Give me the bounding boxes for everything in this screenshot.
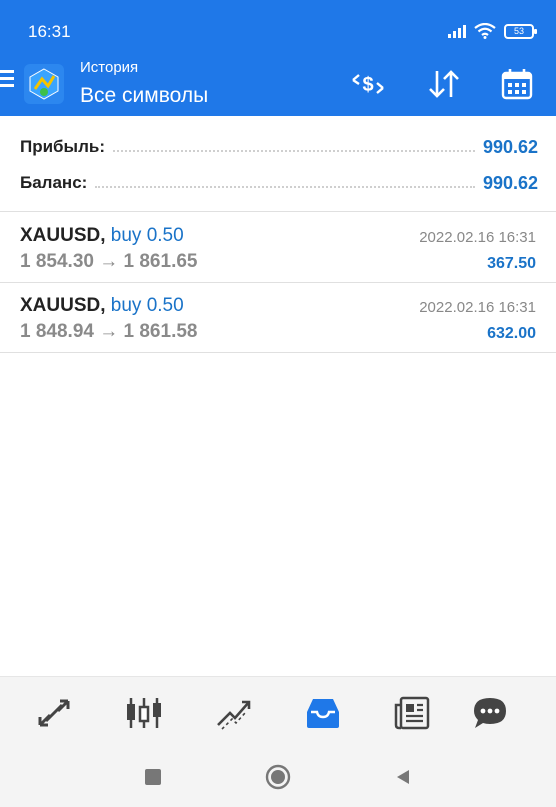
profit-label: Прибыль: (20, 137, 105, 156)
nav-chat[interactable] (470, 693, 510, 733)
deal-prices: 1 854.30 → 1 861.65 (20, 251, 198, 272)
sort-icon (429, 70, 459, 98)
calendar-button[interactable] (497, 64, 537, 104)
status-time: 16:31 (28, 22, 71, 41)
profit-value: 990.62 (482, 136, 538, 157)
deal-row[interactable]: XAUUSD, buy 0.50 2022.02.16 16:31 1 848.… (0, 283, 556, 353)
square-icon (145, 769, 161, 785)
deal-side: buy 0.50 (110, 225, 184, 246)
status-bar: 16:31 53 (0, 0, 556, 52)
news-icon (394, 696, 430, 730)
deal-symbol: XAUUSD, (20, 295, 106, 316)
app-header: 16:31 53 История Все символы $ (0, 0, 556, 116)
app-logo-icon (24, 64, 64, 104)
nav-news[interactable] (392, 693, 432, 733)
home-button[interactable] (265, 764, 291, 790)
nav-trade[interactable] (214, 693, 254, 733)
menu-icon[interactable] (0, 70, 14, 88)
quotes-icon (38, 699, 70, 727)
battery-icon: 53 (504, 23, 537, 39)
deal-prices: 1 848.94 → 1 861.58 (20, 321, 198, 342)
recent-apps-button[interactable] (140, 764, 166, 790)
exchange-button[interactable]: $ (348, 64, 388, 104)
deal-profit: 632.00 (487, 325, 536, 342)
balance-label: Баланс: (20, 173, 88, 192)
balance-row: Баланс: 990.62 (20, 171, 538, 195)
dotted-leader (112, 150, 475, 152)
deal-date: 2022.02.16 16:31 (419, 229, 536, 246)
dotted-leader (95, 186, 475, 188)
history-icon (307, 699, 339, 728)
header-subtitle: История (80, 59, 139, 76)
deal-symbol: XAUUSD, (20, 225, 106, 246)
nav-history[interactable] (303, 693, 343, 733)
wifi-icon (474, 23, 496, 39)
trade-icon (217, 700, 251, 730)
calendar-icon (501, 69, 533, 100)
deal-profit: 367.50 (487, 255, 536, 272)
deal-side: buy 0.50 (110, 295, 184, 316)
triangle-back-icon (397, 770, 409, 784)
deal-row[interactable]: XAUUSD, buy 0.50 2022.02.16 16:31 1 854.… (0, 213, 556, 283)
chart-icon (127, 698, 161, 728)
exchange-icon: $ (352, 74, 384, 96)
circle-icon (265, 764, 291, 790)
nav-quotes[interactable] (34, 693, 74, 733)
nav-chart[interactable] (124, 693, 164, 733)
balance-value: 990.62 (482, 172, 538, 193)
header-title[interactable]: Все символы (80, 84, 209, 107)
back-button[interactable] (390, 764, 416, 790)
signal-icon (448, 24, 466, 38)
svg-text:$: $ (362, 74, 373, 96)
bottom-navigation (0, 676, 556, 746)
profit-row: Прибыль: 990.62 (20, 135, 538, 159)
summary-panel: Прибыль: 990.62 Баланс: 990.62 (0, 116, 556, 212)
deal-date: 2022.02.16 16:31 (419, 299, 536, 316)
sort-button[interactable] (424, 64, 464, 104)
chat-icon (474, 698, 506, 728)
system-navigation (0, 746, 556, 807)
status-icons: 53 (448, 22, 537, 40)
